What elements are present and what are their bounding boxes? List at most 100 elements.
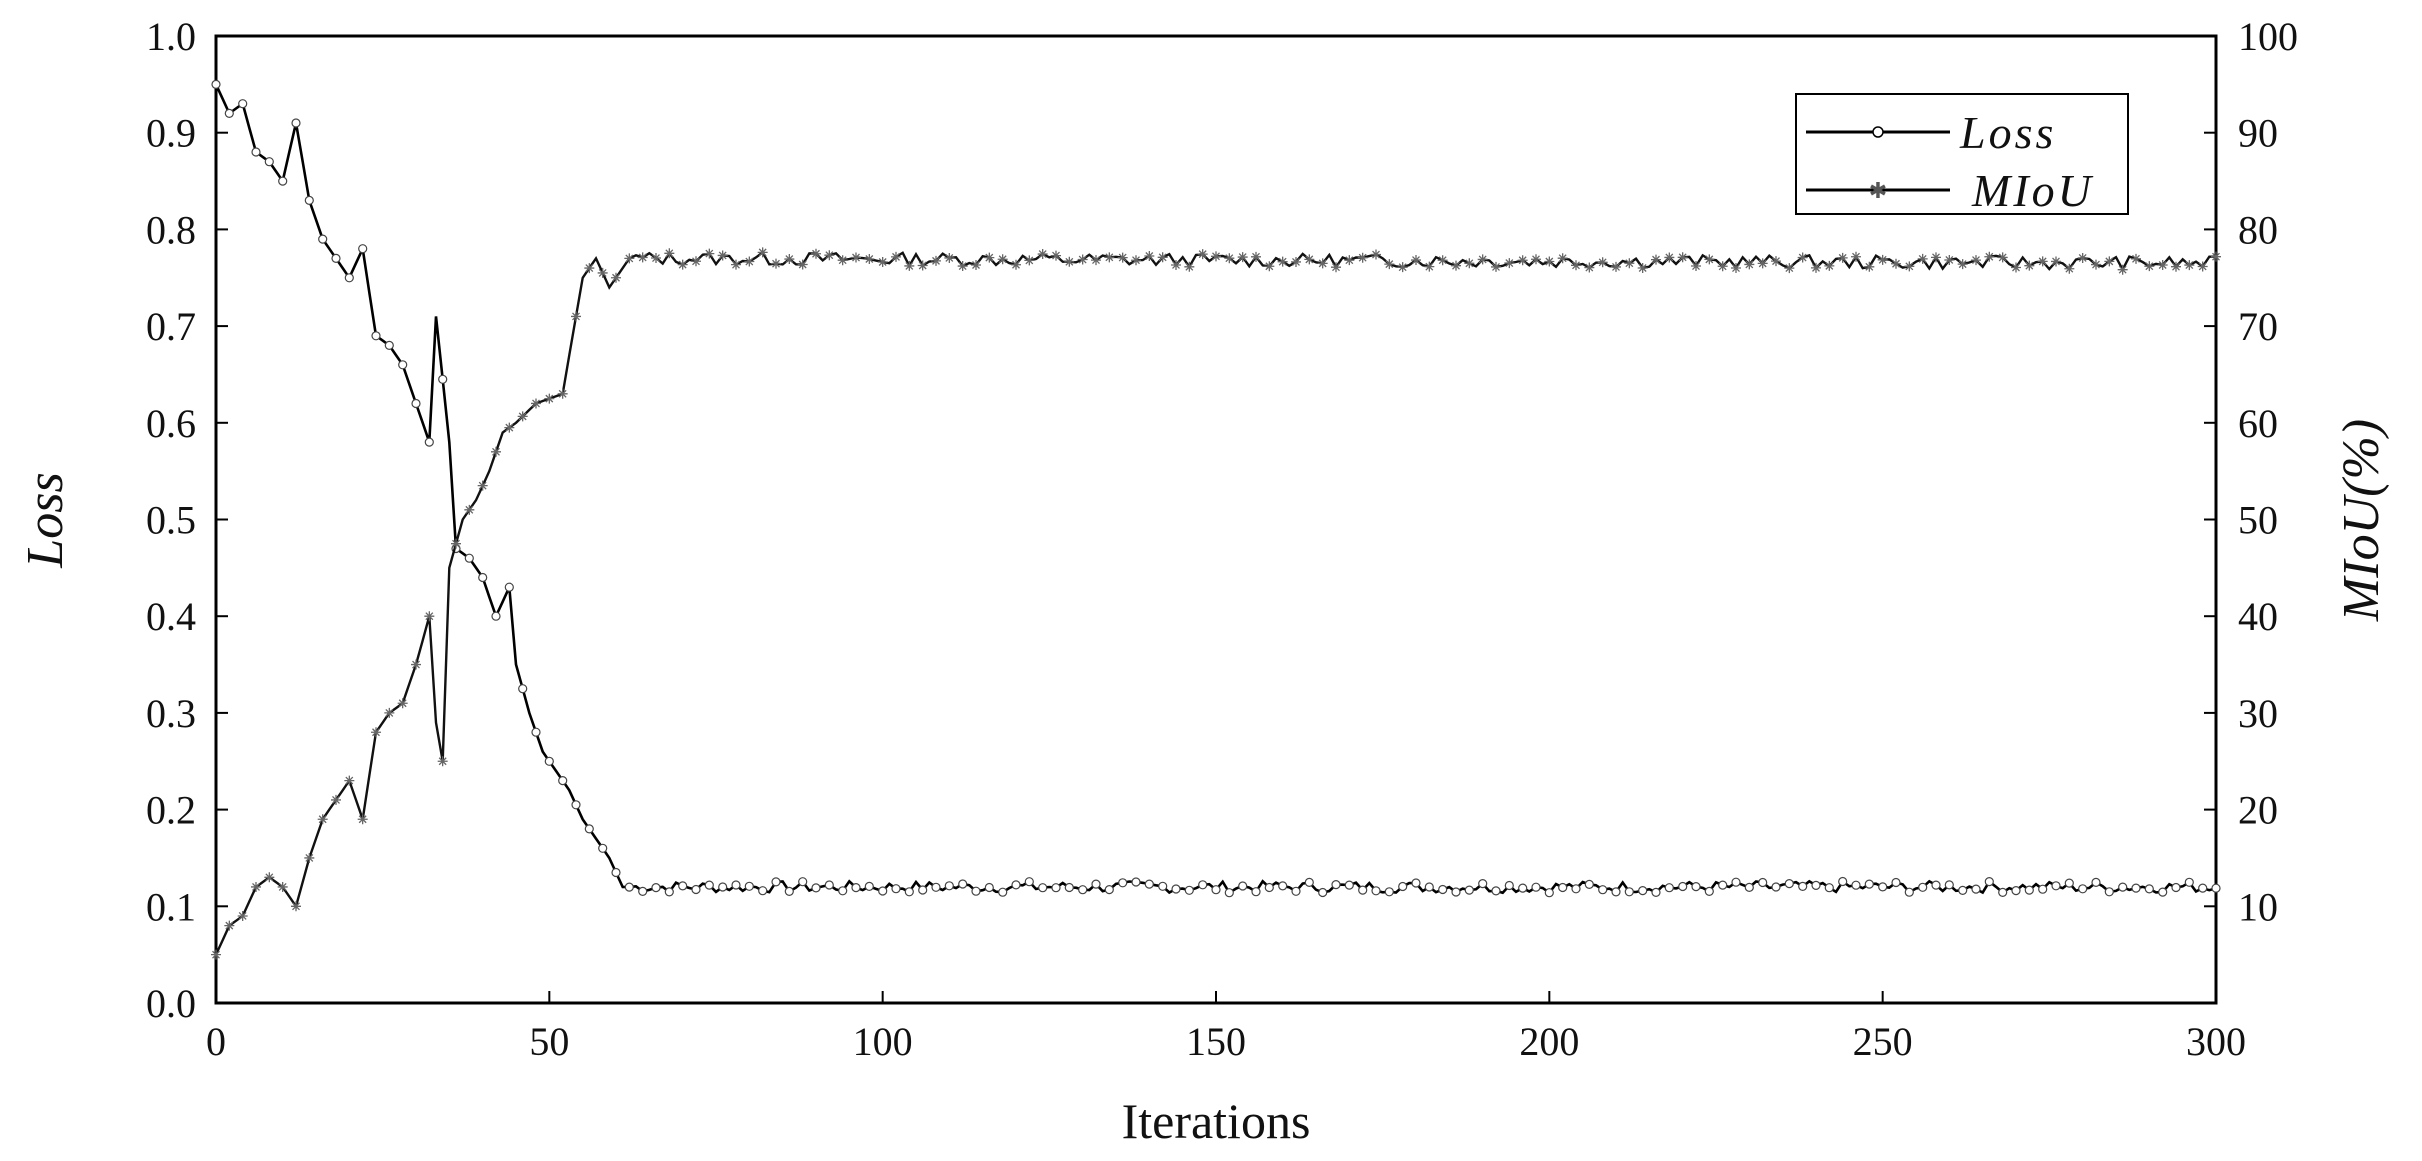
legend-label-miou: MIoU — [1971, 165, 2094, 216]
miou-point — [1611, 261, 1621, 272]
miou-point — [1771, 256, 1781, 267]
miou-point — [1477, 254, 1488, 265]
loss-point — [2118, 882, 2128, 892]
y-right-axis-title: MIoU(%) — [2333, 419, 2390, 622]
miou-point — [1171, 259, 1181, 270]
y-right-tick-label: 30 — [2238, 691, 2278, 736]
loss-point — [744, 881, 754, 891]
loss-point — [1024, 877, 1034, 887]
loss-point — [571, 800, 581, 810]
loss-point — [544, 756, 554, 766]
loss-point — [1424, 882, 1434, 892]
loss-point — [784, 886, 794, 897]
miou-point — [571, 311, 581, 322]
miou-point — [1691, 261, 1701, 272]
miou-point — [371, 727, 381, 738]
loss-point — [1318, 887, 1328, 898]
miou-point — [771, 258, 781, 269]
y-left-tick-label: 0.8 — [146, 207, 196, 252]
miou-point — [2091, 259, 2101, 270]
y-right-tick-label: 50 — [2238, 498, 2278, 543]
loss-point — [1398, 881, 1408, 892]
miou-point — [1451, 260, 1461, 271]
loss-point — [318, 234, 328, 244]
loss-point — [1864, 879, 1874, 889]
loss-point — [731, 880, 741, 890]
loss-point — [1798, 881, 1808, 892]
loss-point — [1704, 886, 1714, 897]
loss-point — [944, 881, 954, 891]
loss-point — [1651, 887, 1661, 898]
loss-point — [1744, 882, 1754, 893]
miou-point — [424, 611, 435, 622]
miou-point — [1371, 249, 1381, 260]
miou-point — [2131, 253, 2141, 264]
miou-point — [1584, 262, 1595, 273]
miou-point — [1304, 254, 1315, 265]
miou-point — [997, 254, 1008, 265]
loss-point — [771, 877, 781, 887]
loss-point — [531, 727, 541, 737]
miou-point — [211, 949, 221, 960]
miou-point — [1824, 260, 1835, 271]
miou-point — [1664, 252, 1675, 263]
miou-point — [1011, 259, 1021, 270]
loss-point — [584, 824, 594, 834]
miou-point — [357, 814, 368, 825]
miou-point — [1704, 254, 1715, 265]
loss-point — [1811, 880, 1821, 891]
miou-point — [1557, 253, 1568, 264]
loss-point — [598, 843, 608, 853]
loss-point — [1144, 879, 1154, 889]
miou-point — [877, 257, 888, 268]
miou-point — [664, 248, 675, 259]
miou-point — [744, 256, 755, 267]
loss-point — [1224, 888, 1234, 898]
loss-point — [864, 881, 874, 892]
series-layer — [211, 79, 2221, 960]
loss-point — [1918, 882, 1928, 892]
miou-point — [1917, 253, 1928, 264]
miou-point — [691, 256, 701, 267]
loss-point — [384, 340, 394, 350]
loss-point — [678, 881, 688, 891]
loss-point — [1904, 887, 1914, 897]
miou-point — [1384, 259, 1395, 270]
miou-point — [1797, 252, 1808, 263]
loss-point — [891, 884, 901, 894]
miou-point — [477, 480, 488, 491]
loss-point — [611, 867, 621, 878]
loss-point — [918, 885, 928, 895]
loss-point — [1051, 883, 1061, 893]
loss-point — [1384, 887, 1394, 897]
miou-point — [517, 411, 528, 422]
y-right-axis-ticks: 10 20 30 40 50 60 70 80 90 100 — [2204, 14, 2298, 929]
miou-point — [1157, 252, 1168, 263]
loss-point — [1878, 882, 1888, 892]
loss-point — [1478, 878, 1488, 889]
y-left-tick-label: 1.0 — [146, 14, 196, 59]
miou-point — [1464, 258, 1475, 269]
miou-point — [1731, 263, 1741, 274]
miou-point — [331, 794, 341, 805]
loss-point — [1678, 881, 1688, 892]
loss-point — [2078, 884, 2088, 894]
miou-point — [411, 659, 421, 670]
loss-point — [2024, 885, 2034, 895]
loss-point — [1824, 883, 1834, 893]
miou-point — [677, 259, 688, 270]
y-left-tick-label: 0.9 — [146, 111, 196, 156]
miou-point — [2104, 256, 2115, 267]
miou-point — [504, 422, 515, 433]
miou-point — [944, 252, 955, 263]
loss-point — [1331, 879, 1341, 890]
loss-point — [291, 118, 301, 128]
y-right-tick-label: 40 — [2238, 594, 2278, 639]
loss-point — [1598, 885, 1608, 895]
miou-point — [2037, 256, 2048, 267]
miou-point — [1571, 260, 1581, 271]
miou-point — [317, 814, 328, 825]
miou-point — [1357, 252, 1368, 263]
x-axis-title: Iterations — [1122, 1093, 1311, 1149]
miou-point — [464, 504, 475, 515]
